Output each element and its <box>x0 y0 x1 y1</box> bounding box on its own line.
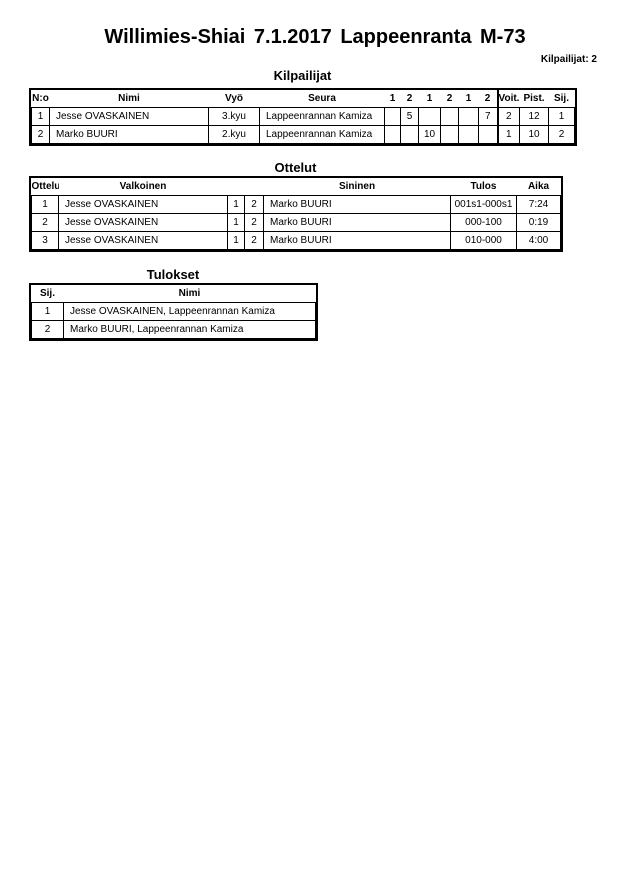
table-cell: 001s1-000s1 <box>450 195 517 214</box>
table-cell: 1 <box>31 195 59 214</box>
table-cell: 2 <box>244 195 264 214</box>
table-cell: 2 <box>31 125 50 144</box>
table-cell: Jesse OVASKAINEN <box>49 107 209 126</box>
column-header: Tulos <box>470 181 497 192</box>
table-cell: 2 <box>244 213 264 232</box>
table-cell: Lappeenrannan Kamiza <box>259 125 385 144</box>
column-header: Voit. <box>496 90 520 108</box>
table-row: 1 Jesse OVASKAINEN, Lappeenrannan Kamiza <box>31 302 316 321</box>
table-cell: 2.kyu <box>208 125 260 144</box>
page-title: Willimies-Shiai 7.1.2017 Lappeenranta M-… <box>104 26 526 48</box>
column-header: Valkoinen <box>119 181 167 192</box>
table-cell <box>458 125 479 144</box>
column-header: Nimi <box>178 288 201 299</box>
column-header: Nimi <box>118 93 140 104</box>
table-cell: 7 <box>478 107 498 126</box>
table-cell: 3.kyu <box>208 107 260 126</box>
matches-table: Ottelu Valkoinen Sininen Tulos Aika 1 Jesse OV… <box>29 176 563 252</box>
header-row: N:o Nimi Vyö Seura 1 2 1 2 1 2 Voit. Pist. Sij. <box>32 90 575 108</box>
table-cell: 2 <box>496 107 520 126</box>
table-cell: 1 <box>227 213 245 232</box>
column-header: Sij. <box>553 93 569 104</box>
table-cell <box>440 125 459 144</box>
table-cell: 2 <box>244 231 264 250</box>
column-header: 1 <box>465 93 472 104</box>
table-cell: Jesse OVASKAINEN <box>58 231 228 250</box>
table-cell <box>440 107 459 126</box>
table-row: 1 Jesse OVASKAINEN 3.kyu Lappeenrannan Kami… <box>31 107 575 126</box>
table-cell: Jesse OVASKAINEN <box>58 213 228 232</box>
column-header: 2 <box>484 93 491 104</box>
table-cell <box>384 125 401 144</box>
table-row: 2 Marko BUURI, Lappeenrannan Kamiza <box>31 320 316 339</box>
table-cell: 2 <box>31 320 64 339</box>
table-cell <box>418 107 441 126</box>
table-cell: 7:24 <box>516 195 561 214</box>
column-header: N:o <box>32 93 49 104</box>
competitors-heading: Kilpailijat <box>273 68 332 83</box>
table-cell: 12 <box>519 107 549 126</box>
table-cell: 1 <box>548 107 575 126</box>
table-cell: 1 <box>227 195 245 214</box>
table-cell: 3 <box>31 231 59 250</box>
table-cell: 1 <box>227 231 245 250</box>
column-header: 1 <box>389 93 396 104</box>
column-header: Aika <box>527 181 550 192</box>
table-row: 2 Jesse OVASKAINEN 1 2 Marko BUURI 000-100 0:1… <box>31 213 561 232</box>
column-header: 1 <box>426 93 433 104</box>
column-header <box>245 178 264 196</box>
table-cell: Lappeenrannan Kamiza <box>259 107 385 126</box>
results-heading: Tulokset <box>146 267 200 282</box>
table-cell: 4:00 <box>516 231 561 250</box>
table-cell: Jesse OVASKAINEN, Lappeenrannan Kamiza <box>63 302 316 321</box>
column-header: 2 <box>446 93 453 104</box>
results-table: Sij. Nimi 1 Jesse OVASKAINEN, Lappeenrannan… <box>29 283 318 341</box>
table-cell: Marko BUURI <box>263 231 451 250</box>
table-cell: 10 <box>418 125 441 144</box>
column-header: Pist. <box>523 93 545 104</box>
column-header: Sininen <box>338 181 376 192</box>
table-cell: 1 <box>31 302 64 321</box>
table-cell <box>384 107 401 126</box>
column-header: Vyö <box>225 93 243 104</box>
column-header: 2 <box>406 93 413 104</box>
table-cell: 5 <box>400 107 419 126</box>
table-cell: 010-000 <box>450 231 517 250</box>
table-cell: Jesse OVASKAINEN <box>58 195 228 214</box>
header-row: Sij. Nimi <box>32 285 316 303</box>
table-cell: Marko BUURI <box>263 213 451 232</box>
competitors-table: N:o Nimi Vyö Seura 1 2 1 2 1 2 Voit. Pist. Sij. 1 Jess… <box>29 88 577 146</box>
table-cell: Marko BUURI <box>49 125 209 144</box>
table-cell: 0:19 <box>516 213 561 232</box>
table-cell: 1 <box>31 107 50 126</box>
table-row: 3 Jesse OVASKAINEN 1 2 Marko BUURI 010-000 4:0… <box>31 231 561 250</box>
table-cell: Marko BUURI, Lappeenrannan Kamiza <box>63 320 316 339</box>
table-cell <box>458 107 479 126</box>
matches-heading: Ottelut <box>274 160 317 175</box>
table-cell: Marko BUURI <box>263 195 451 214</box>
competitor-count: Kilpailijat: 2 <box>540 54 597 65</box>
column-header: Ottelu <box>31 181 59 192</box>
column-header: Sij. <box>39 288 55 299</box>
column-header: Seura <box>308 93 336 104</box>
table-row: 2 Marko BUURI 2.kyu Lappeenrannan Kamiza 10 1… <box>31 125 575 144</box>
table-cell <box>400 125 419 144</box>
table-cell: 000-100 <box>450 213 517 232</box>
table-cell: 2 <box>31 213 59 232</box>
column-header <box>228 178 245 196</box>
table-row: 1 Jesse OVASKAINEN 1 2 Marko BUURI 001s1-000s… <box>31 195 561 214</box>
header-row: Ottelu Valkoinen Sininen Tulos Aika <box>32 178 561 196</box>
table-cell: 2 <box>548 125 575 144</box>
table-cell <box>478 125 498 144</box>
table-cell: 1 <box>496 125 520 144</box>
table-cell: 10 <box>519 125 549 144</box>
